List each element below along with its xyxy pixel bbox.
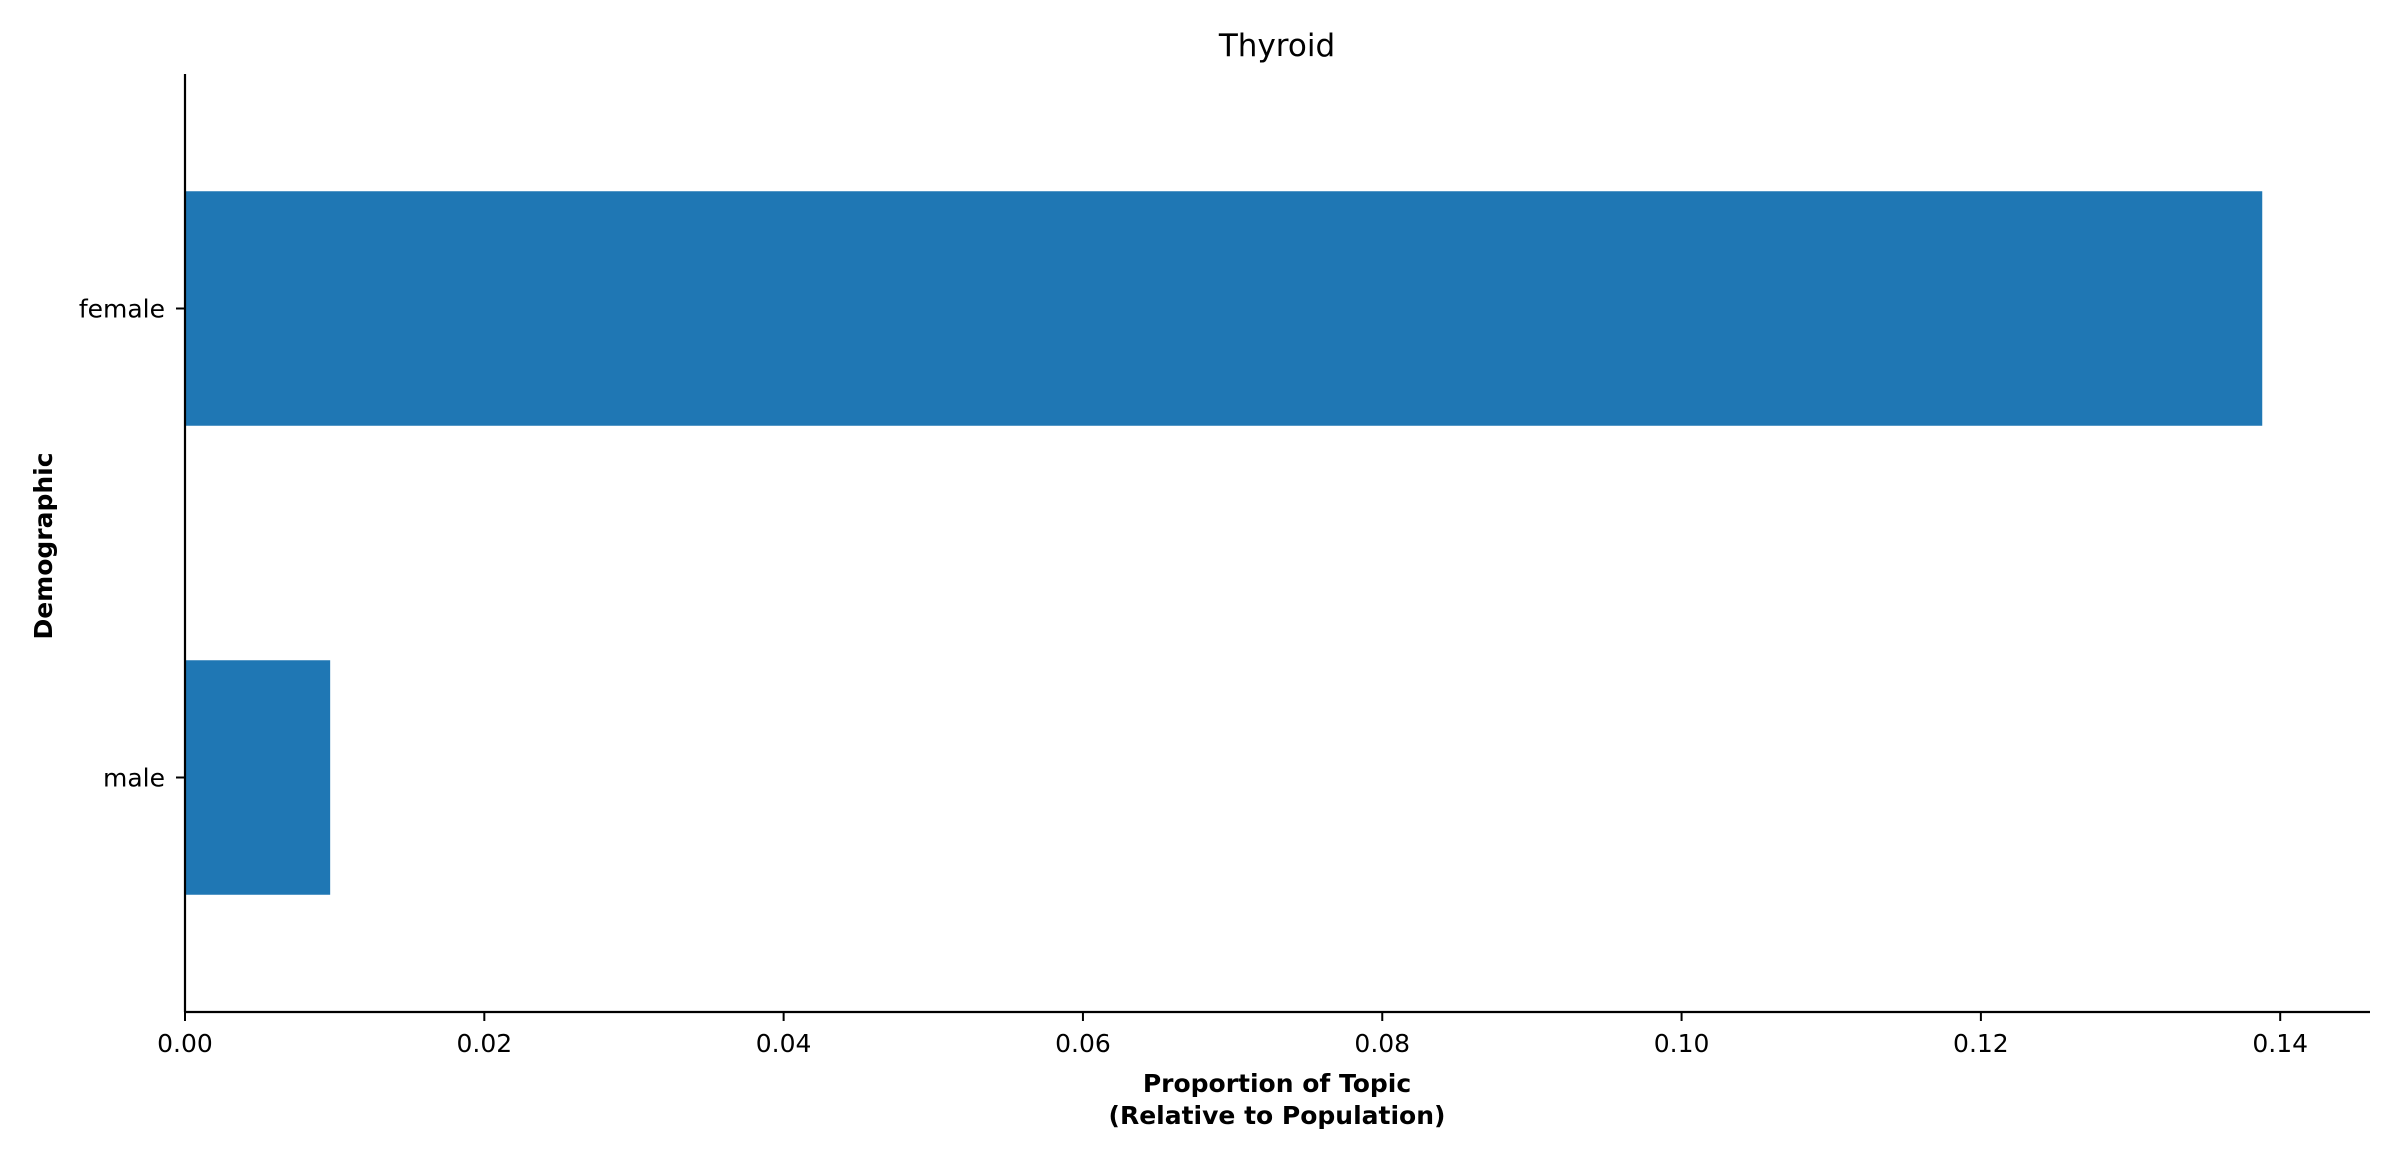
y-tick-label-female: female (79, 295, 165, 324)
x-axis-label-line-1: Proportion of Topic (1143, 1069, 1411, 1098)
x-ticks-group: 0.00 0.02 0.04 0.06 0.08 0.10 0.12 0.14 (157, 1012, 2308, 1058)
x-tick-label: 0.14 (2252, 1029, 2308, 1058)
x-tick-label: 0.04 (756, 1029, 812, 1058)
x-tick-label: 0.00 (157, 1029, 213, 1058)
bars-group (185, 191, 2263, 895)
x-tick-label: 0.08 (1354, 1029, 1410, 1058)
bar-female (185, 191, 2263, 426)
x-tick-label: 0.06 (1055, 1029, 1111, 1058)
bar-male (185, 660, 331, 895)
y-tick-label-male: male (103, 764, 165, 793)
y-axis-label: Demographic (29, 452, 58, 639)
x-tick-label: 0.10 (1654, 1029, 1710, 1058)
x-tick-label: 0.12 (1953, 1029, 2009, 1058)
x-tick-label: 0.02 (456, 1029, 512, 1058)
y-ticks-group: female male (79, 295, 185, 793)
x-axis-label-line-2: (Relative to Population) (1109, 1101, 1446, 1130)
axes-group (183, 74, 2370, 1014)
chart-title: Thyroid (1218, 28, 1335, 64)
